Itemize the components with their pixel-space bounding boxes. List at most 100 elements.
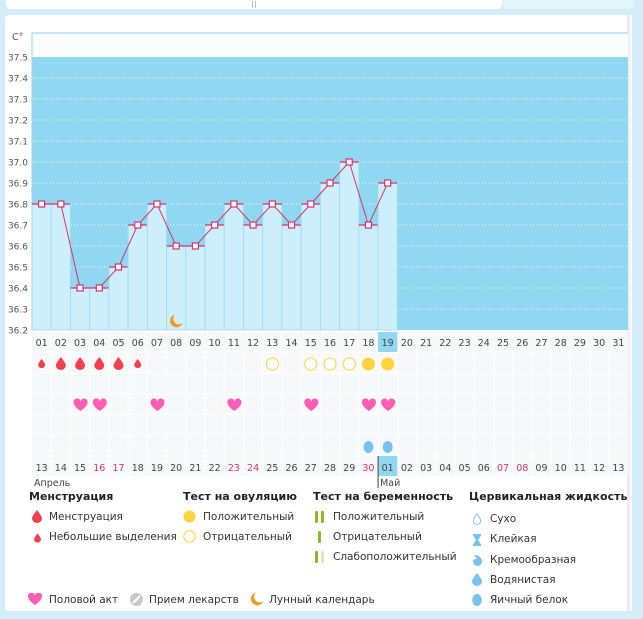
menstruation-marker: [55, 357, 66, 370]
legend-sticky: Клейкая: [490, 533, 537, 545]
temperature-bar: [70, 287, 91, 331]
calendar-date-label: 09: [535, 463, 547, 474]
temperature-point: [38, 200, 46, 208]
legend-medication: Прием лекарств: [149, 594, 239, 606]
cycle-day-label: 24: [478, 338, 490, 349]
calendar-date-label: 15: [74, 463, 86, 474]
ovulation-negative-icon: [183, 530, 196, 546]
legend-pregnancy-positive: Положительный: [333, 511, 425, 523]
temperature-point: [153, 200, 161, 208]
temperature-point: [191, 242, 200, 250]
cycle-day-label: 21: [420, 338, 432, 349]
calendar-date-label: 28: [324, 463, 336, 474]
cycle-day-label: 23: [459, 338, 471, 349]
heart-icon: [304, 398, 319, 411]
menstruation-drop-icon: [75, 357, 86, 370]
calendar-date-label: 13: [612, 463, 624, 474]
calendar-date-label: 18: [132, 463, 144, 474]
moon-icon: [170, 314, 183, 328]
y-tick-label: 37.1: [8, 138, 28, 148]
pregnancy-positive-icon: [315, 511, 325, 526]
temperature-bar: [300, 203, 321, 331]
heart-icon: [227, 398, 242, 411]
pregnancy-weak-icon: [315, 551, 325, 566]
ovulation-positive-marker: [361, 357, 375, 371]
month-label: Май: [380, 478, 400, 489]
temperature-point: [134, 221, 142, 229]
cycle-day-label: 26: [516, 338, 528, 349]
y-tick-label: 37.5: [8, 54, 28, 64]
intercourse-marker: [150, 398, 165, 411]
legend-cervical-title: Цервикальная жидкость: [469, 490, 628, 503]
calendar-date-label: 08: [516, 463, 528, 474]
cycle-day-label: 14: [286, 338, 298, 349]
y-tick-label: 36.8: [8, 201, 28, 211]
menstruation-marker: [94, 357, 105, 370]
legend-moon: Лунный календарь: [269, 594, 375, 606]
temperature-bar: [223, 203, 244, 331]
heart-icon: [150, 398, 165, 411]
temperature-bar: [319, 182, 341, 331]
calendar-date-label: 11: [574, 463, 586, 474]
y-tick-label: 36.9: [8, 180, 28, 190]
calendar-date-label: 19: [151, 463, 163, 474]
legend-menstruation-title: Менструация: [29, 490, 114, 503]
spotting-drop-icon: [34, 533, 41, 546]
temperature-point: [211, 221, 219, 229]
ovulation-positive-marker: [381, 357, 395, 371]
cycle-day-label: 09: [189, 338, 201, 349]
resize-handle[interactable]: [252, 1, 256, 8]
temperature-bar: [281, 224, 302, 331]
temperature-bar: [339, 161, 360, 331]
calendar-date-label: 12: [593, 463, 605, 474]
heart-icon: [381, 398, 396, 411]
calendar-date-label: 29: [343, 463, 355, 474]
temperature-bar: [262, 203, 283, 331]
calendar-date-label: 24: [247, 463, 259, 474]
temperature-bar: [204, 224, 225, 331]
current-day-highlight: [378, 332, 398, 352]
calendar-date-label: 23: [228, 463, 240, 474]
scrollbar[interactable]: [627, 15, 632, 611]
temperature-bar: [146, 203, 167, 331]
calendar-date-label: 26: [286, 463, 298, 474]
y-tick-label: 37.3: [8, 96, 28, 106]
temperature-point: [57, 200, 65, 208]
legend-intercourse: Половой акт: [49, 594, 119, 606]
spotting-marker: [38, 359, 46, 369]
calendar-date-label: 20: [170, 463, 182, 474]
calendar-date-label: 25: [266, 463, 278, 474]
cycle-day-label: 08: [170, 338, 182, 349]
calendar-date-label: 30: [362, 463, 374, 474]
cycle-day-label: 07: [151, 338, 163, 349]
temperature-point: [249, 221, 257, 229]
legend-watery: Водянистая: [490, 574, 556, 586]
temperature-bar: [243, 224, 264, 331]
watery-icon: [472, 573, 482, 589]
top-bar-right: [502, 0, 634, 9]
cycle-day-label: 27: [535, 338, 547, 349]
y-tick-label: 36.6: [8, 243, 28, 253]
cycle-day-label: 04: [93, 338, 105, 349]
ovulation-negative-marker: [323, 357, 337, 371]
intercourse-marker: [361, 398, 376, 411]
legend-ovulation-negative: Отрицательный: [203, 531, 292, 543]
temperature-bar: [358, 224, 379, 331]
menstruation-drop-icon: [94, 357, 105, 370]
y-tick-label: 36.2: [8, 327, 28, 337]
temperature-point: [172, 242, 180, 250]
menstruation-drop-icon: [113, 357, 124, 370]
cycle-day-label: 28: [555, 338, 567, 349]
temperature-bar: [89, 287, 110, 331]
legend-pregnancy-weak: Слабоположительный: [333, 551, 457, 563]
legend-egg-white: Яичный белок: [490, 594, 569, 606]
heart-icon: [361, 398, 376, 411]
legend-dry: Сухо: [490, 513, 517, 525]
y-tick-label: 37.4: [8, 75, 28, 85]
cycle-day-label: 11: [228, 338, 240, 349]
calendar-date-label: 27: [305, 463, 317, 474]
calendar-date-label: 01: [382, 463, 394, 474]
cycle-day-label: 30: [593, 338, 605, 349]
heart-icon: [73, 398, 88, 411]
legend-pregnancy-title: Тест на беременность: [313, 490, 454, 503]
